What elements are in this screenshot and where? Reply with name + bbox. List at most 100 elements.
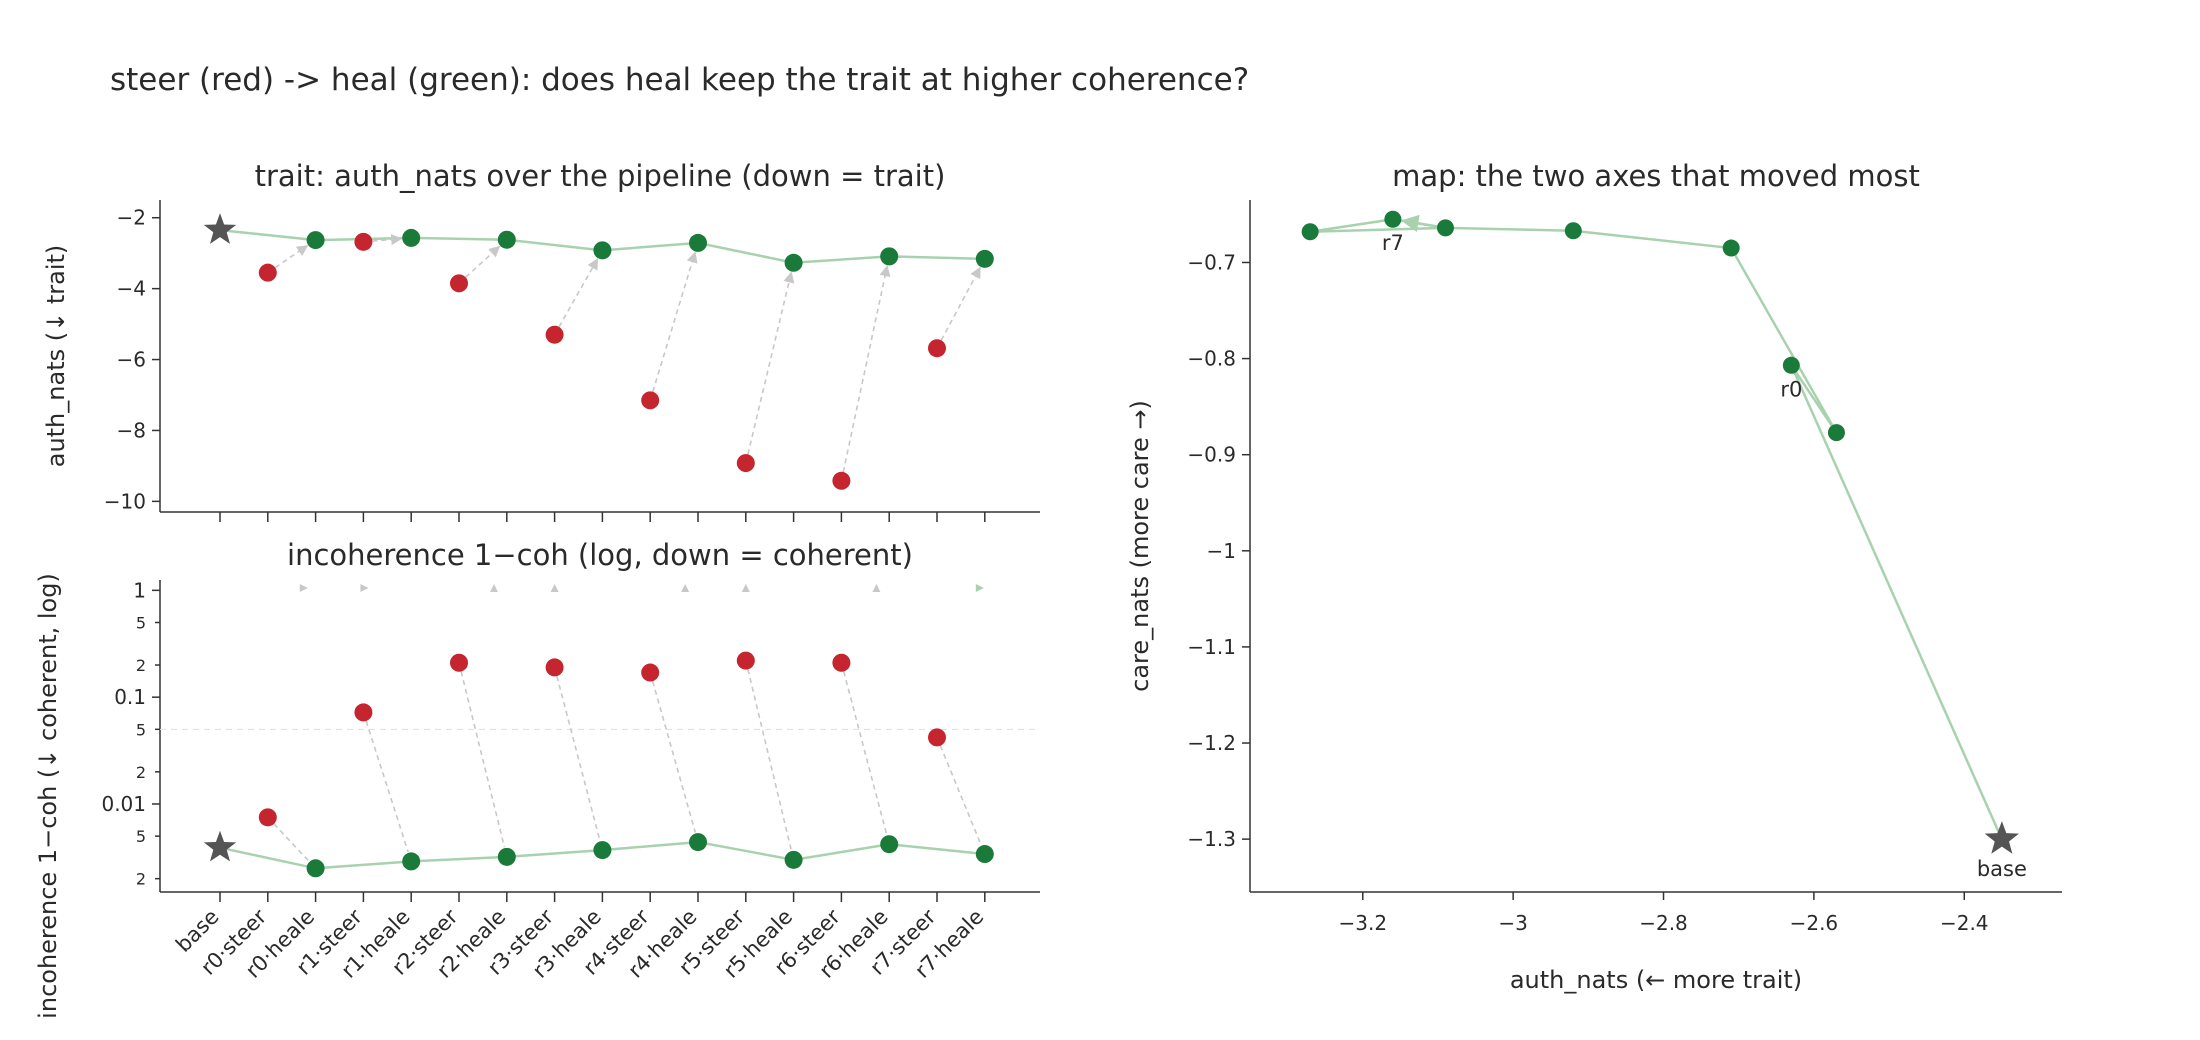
incoherence-heal-point — [784, 850, 803, 869]
trait-heal-point — [880, 247, 899, 266]
trait-connector — [936, 266, 981, 349]
trait-y-tick-label: −10 — [104, 489, 146, 513]
trait-y-tick-label: −6 — [117, 348, 146, 372]
incoherence-connector — [267, 816, 310, 862]
trait-heal-point — [497, 230, 516, 249]
trait-chart: trait: auth_nats over the pipeline (down… — [42, 159, 1040, 522]
trait-steer-point — [832, 471, 851, 490]
trait-connector — [553, 258, 599, 336]
map-x-tick-label: −3 — [1498, 911, 1527, 935]
map-point-label: r7 — [1382, 231, 1404, 255]
incoherence-y-tick-label: 5 — [136, 720, 146, 739]
figure-title: steer (red) -> heal (green): does heal k… — [110, 62, 1250, 98]
incoherence-heal-point — [880, 835, 899, 854]
map-chart: map: the two axes that moved most −3.2 −3 −… — [1126, 159, 2062, 994]
incoherence-y-tick-label: 2 — [136, 763, 146, 782]
trait-y-tick-label: −2 — [117, 206, 146, 230]
incoherence-heal-point — [306, 859, 325, 878]
incoherence-heal-point — [975, 845, 994, 864]
map-heal-point — [1722, 239, 1740, 257]
incoherence-connector — [840, 662, 888, 835]
map-base-label: base — [1977, 857, 2027, 881]
map-x-axis-label: auth_nats (← more trait) — [1510, 966, 1802, 994]
trait-connector — [267, 245, 309, 274]
map-path-segment — [1445, 226, 1574, 233]
trait-heal-point — [975, 249, 994, 268]
incoherence-arrowhead — [299, 584, 308, 592]
incoherence-y-axis-label: incoherence 1−coh (↓ coherent, log) — [34, 573, 62, 1019]
incoherence-y-tick-label: 5 — [136, 614, 146, 633]
incoherence-connector — [745, 660, 793, 851]
incoherence-arrowhead — [550, 584, 559, 592]
incoherence-y-tick-label: 2 — [136, 656, 146, 675]
incoherence-steer-point — [736, 651, 755, 670]
trait-heal-point — [689, 233, 707, 252]
map-heal-point — [1301, 223, 1319, 241]
trait-chart-title: trait: auth_nats over the pipeline (down… — [255, 159, 946, 193]
trait-y-tick-label: −4 — [117, 277, 146, 301]
map-y-tick-label: −0.7 — [1187, 250, 1236, 274]
incoherence-steer-point — [832, 653, 851, 672]
trait-heal-point — [784, 253, 803, 272]
trait-connector — [649, 251, 698, 401]
incoherence-connector — [553, 667, 601, 841]
map-y-tick-label: −1.2 — [1187, 731, 1236, 755]
incoherence-arrowhead — [360, 584, 369, 592]
incoherence-steer-point — [545, 658, 564, 677]
incoherence-chart: incoherence 1−coh (log, down = coherent)… — [34, 538, 1040, 1019]
trait-connector — [363, 233, 403, 246]
incoherence-base-star — [203, 830, 237, 862]
trait-heal-point — [306, 231, 325, 250]
incoherence-arrowhead — [741, 584, 750, 592]
map-chart-title: map: the two axes that moved most — [1392, 159, 1920, 193]
trait-y-axis-label: auth_nats (↓ trait) — [42, 245, 70, 468]
incoherence-y-tick-label: 0.1 — [114, 685, 146, 709]
incoherence-heal-point — [497, 847, 516, 866]
trait-connector — [745, 271, 795, 464]
map-y-tick-label: −1.3 — [1187, 827, 1236, 851]
trait-y-tick-label: −8 — [117, 418, 146, 442]
incoherence-y-tick-label: 0.01 — [101, 792, 146, 816]
incoherence-heal-point — [689, 833, 707, 852]
trait-steer-point — [928, 339, 946, 358]
incoherence-connector — [458, 662, 506, 848]
map-x-tick-label: −2.8 — [1639, 911, 1688, 935]
map-path-segment — [1730, 247, 1838, 434]
map-y-tick-label: −0.9 — [1187, 443, 1236, 467]
map-point-label: r0 — [1780, 377, 1802, 401]
incoherence-steer-point — [641, 663, 660, 682]
incoherence-arrowhead — [872, 584, 881, 592]
trait-steer-point — [641, 391, 660, 410]
incoherence-steer-point — [258, 808, 277, 827]
incoherence-steer-point — [928, 728, 946, 747]
incoherence-heal-point — [402, 852, 421, 871]
incoherence-connector — [649, 672, 697, 833]
map-path-segment — [1310, 226, 1446, 233]
map-y-tick-label: −0.8 — [1187, 347, 1236, 371]
map-path-segment — [1309, 217, 1394, 233]
trait-connector — [840, 265, 891, 481]
map-base-star — [1984, 821, 2019, 854]
map-heal-point — [1782, 356, 1800, 374]
incoherence-connector — [936, 737, 982, 846]
trait-steer-point — [545, 325, 564, 344]
map-heal-point — [1827, 424, 1845, 442]
incoherence-heal-point — [593, 841, 612, 860]
incoherence-steer-point — [354, 703, 373, 722]
map-x-tick-label: −3.2 — [1338, 911, 1387, 935]
trait-heal-point — [593, 241, 612, 260]
trait-steer-point — [450, 274, 468, 293]
incoherence-y-tick-label: 5 — [136, 827, 146, 846]
trait-base-star — [203, 213, 237, 244]
trait-connector — [458, 245, 501, 284]
trait-steer-point — [354, 232, 373, 251]
map-y-tick-label: −1 — [1207, 539, 1236, 563]
incoherence-arrowhead — [681, 584, 690, 592]
incoherence-connector — [362, 712, 409, 853]
map-y-tick-label: −1.1 — [1187, 635, 1236, 659]
incoherence-steer-point — [450, 653, 468, 672]
incoherence-y-tick-label: 1 — [133, 578, 146, 602]
map-y-axis-label: care_nats (more care →) — [1126, 400, 1154, 692]
trait-heal-point — [402, 228, 421, 247]
map-x-tick-label: −2.6 — [1790, 911, 1839, 935]
